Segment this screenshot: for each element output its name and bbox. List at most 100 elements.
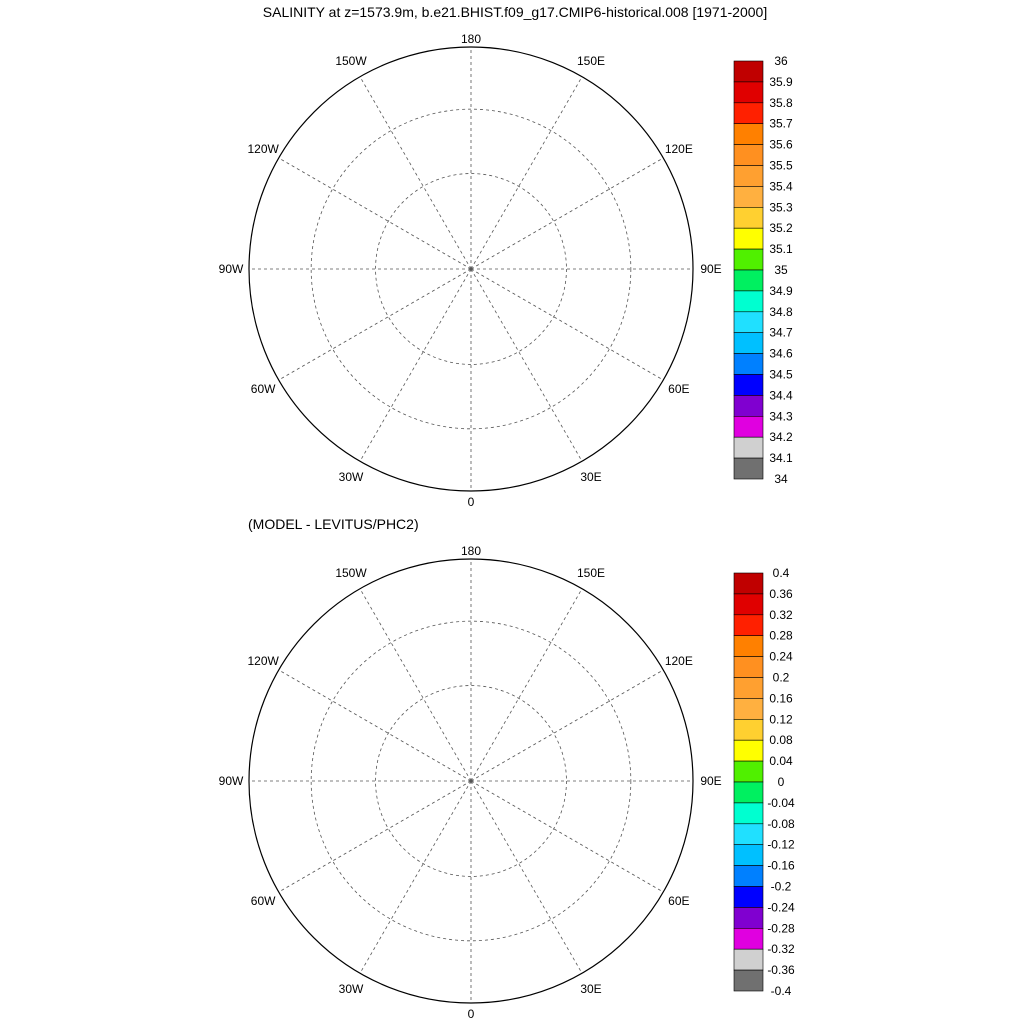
colorbar-tick-label: 0.28 — [769, 629, 793, 643]
meridian-5 — [470, 780, 583, 974]
colorbar-swatch — [733, 165, 764, 187]
latitude-circle-1 — [310, 620, 632, 942]
coastline-4 — [515, 313, 615, 480]
salinity-panel: 180 150E 120E 90E 60E 30E 0 30W 60W 90W 120W 150W 36… — [219, 32, 793, 509]
meridian-11 — [359, 76, 472, 270]
colorbar-tick-label: 0.4 — [773, 566, 790, 580]
colorbar-swatch — [733, 844, 764, 866]
colorbar-swatch — [733, 677, 764, 699]
longitude-label: 60E — [668, 382, 689, 396]
colorbar-swatch — [733, 311, 764, 333]
colorbar-swatch — [733, 656, 764, 678]
longitude-label: 90W — [219, 262, 244, 276]
meridian-4 — [470, 268, 664, 381]
colorbar-swatch — [733, 886, 764, 908]
colorbar-swatch — [733, 635, 764, 657]
colorbar-tick-label: 34.5 — [769, 368, 793, 382]
meridian-5 — [470, 268, 583, 462]
data-region-0 — [380, 154, 549, 296]
colorbar-tick-label: 0.04 — [769, 754, 793, 768]
longitude-label: 30W — [339, 470, 364, 484]
meridian-1 — [470, 76, 583, 270]
meridian-10 — [278, 669, 472, 782]
coastline-7 — [546, 936, 573, 972]
meridian-2 — [470, 157, 664, 270]
longitude-label: 0 — [468, 495, 475, 509]
colorbar-tick-label: 35.6 — [769, 138, 793, 152]
meridian-8 — [278, 268, 472, 381]
colorbar-tick-label: 0.2 — [773, 671, 790, 685]
colorbar-swatch — [733, 227, 764, 250]
colorbar-tick-label: 34.1 — [769, 451, 793, 465]
colorbar-tick-label: 0 — [778, 775, 785, 789]
colorbar-swatch — [733, 269, 764, 292]
colorbar-tick-label: 34.8 — [769, 305, 793, 319]
coastline-3 — [538, 114, 682, 281]
longitude-label: 60W — [251, 382, 276, 396]
colorbar-swatch — [733, 248, 764, 271]
colorbar: 36 35.9 35.8 35.7 35.6 35.5 35.4 35.3 35.2 35.1 35… — [733, 54, 793, 486]
colorbar-swatch — [733, 614, 764, 636]
colorbar-tick-label: 34.2 — [769, 430, 793, 444]
colorbar: 0.4 0.36 0.32 0.28 0.24 0.2 0.16 0.12 0.08 0.04 0 -… — [733, 566, 795, 998]
colorbar-tick-label: 35.9 — [769, 75, 793, 89]
data-region-0 — [380, 666, 549, 777]
data-region-4 — [338, 311, 365, 335]
longitude-label: 150W — [335, 566, 367, 580]
longitude-label: 150E — [577, 54, 605, 68]
figure-title: SALINITY at z=1573.9m, b.e21.BHIST.f09_g… — [263, 4, 767, 20]
colorbar-tick-label: 34 — [774, 472, 788, 486]
longitude-label: 60W — [251, 894, 276, 908]
colorbar-tick-label: -0.4 — [771, 984, 792, 998]
colorbar-tick-label: -0.2 — [771, 880, 792, 894]
colorbar-tick-label: 35 — [774, 263, 788, 277]
colorbar-swatch — [733, 436, 764, 459]
colorbar-swatch — [733, 948, 764, 971]
longitude-label: 150E — [577, 566, 605, 580]
colorbar-swatch — [733, 781, 764, 804]
colorbar-tick-label: 35.1 — [769, 242, 793, 256]
coastline-4 — [515, 825, 615, 992]
data-region-3 — [442, 854, 511, 961]
coastline-6 — [404, 981, 444, 999]
colorbar-tick-label: -0.04 — [767, 796, 795, 810]
data-region-5 — [282, 892, 309, 932]
longitude-label: 120E — [665, 142, 693, 156]
colorbar-tick-label: -0.08 — [767, 817, 795, 831]
colorbar-tick-label: 35.3 — [769, 200, 793, 214]
data-region-1 — [442, 287, 522, 491]
longitude-label: 30E — [580, 470, 601, 484]
panel-title: (MODEL - LEVITUS/PHC2) — [248, 516, 419, 532]
colorbar-tick-label: 35.5 — [769, 159, 793, 173]
longitude-label: 30E — [580, 982, 601, 996]
colorbar-swatch — [733, 395, 764, 417]
colorbar-tick-label: 34.7 — [769, 326, 793, 340]
colorbar-tick-label: 0.32 — [769, 608, 793, 622]
colorbar-swatch — [733, 144, 764, 166]
colorbar-tick-label: 35.7 — [769, 117, 793, 131]
meridian-8 — [278, 780, 472, 893]
colorbar-tick-label: 35.8 — [769, 96, 793, 110]
colorbar-swatch — [733, 60, 764, 83]
colorbar-swatch — [733, 927, 764, 950]
colorbar-swatch — [733, 332, 764, 354]
colorbar-swatch — [733, 865, 764, 887]
coastline-7 — [546, 424, 573, 460]
coastlines — [253, 65, 681, 487]
coastline-2 — [316, 848, 427, 937]
colorbar-tick-label: 34.3 — [769, 409, 793, 423]
data-region-7 — [349, 825, 367, 845]
colorbar-swatch — [733, 102, 764, 125]
coastline-0 — [253, 577, 515, 737]
coastline-3 — [538, 626, 682, 793]
colorbar-swatch — [733, 718, 764, 741]
colorbar-tick-label: 34.6 — [769, 347, 793, 361]
difference-panel: (MODEL - LEVITUS/PHC2) 180 150E 120E 90E 60E 3… — [219, 516, 795, 1021]
colorbar-swatch — [733, 457, 764, 480]
longitude-label: 120W — [247, 654, 279, 668]
longitude-label: 180 — [461, 544, 481, 558]
colorbar-tick-label: -0.36 — [767, 963, 795, 977]
map-boundary — [248, 46, 694, 492]
latitude-circle-0 — [375, 173, 567, 365]
meridian-2 — [470, 669, 664, 782]
